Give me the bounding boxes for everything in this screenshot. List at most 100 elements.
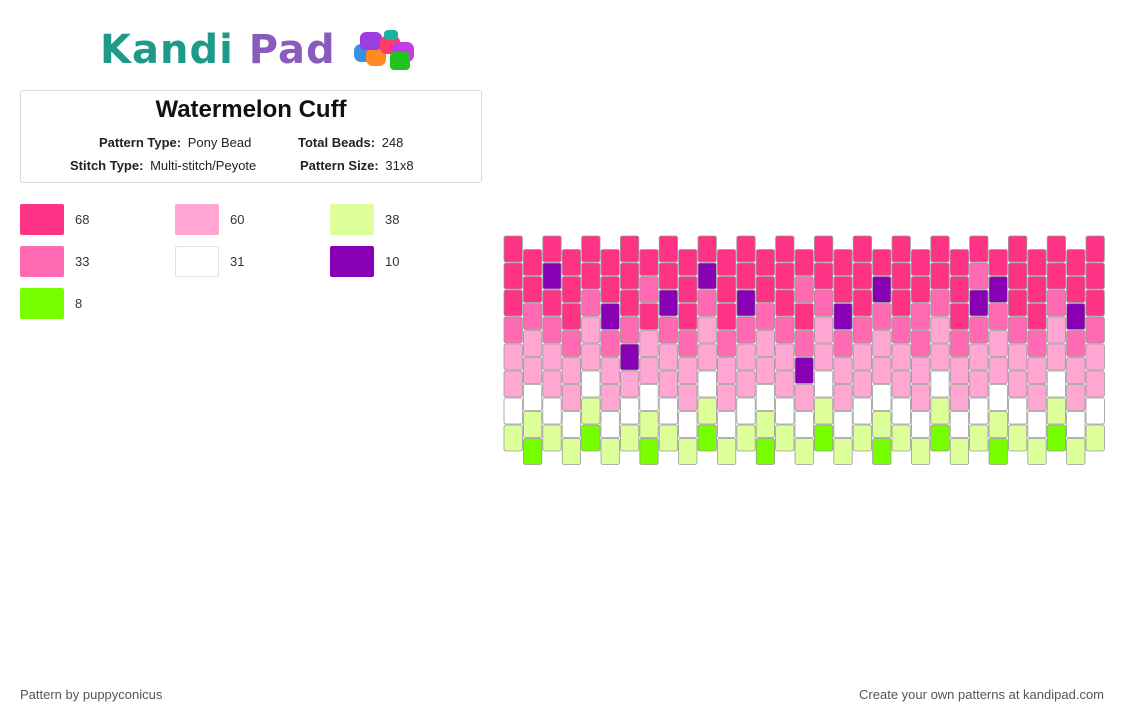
bead [1085,343,1105,371]
bead [581,370,601,398]
bead [852,316,873,344]
bead [852,262,873,290]
bead [852,343,873,371]
bead [833,249,853,276]
bead [949,438,970,465]
bead [852,370,873,398]
bead [949,303,970,330]
bead [600,411,620,438]
bead [852,397,873,425]
kandipad-logo[interactable]: Kandi Pad [100,22,424,78]
bead [736,289,756,317]
bead [716,357,737,384]
bead [755,384,776,411]
legend-item: 38 [330,203,399,235]
bead [891,262,911,290]
bead [891,424,911,452]
bead-count: 60 [230,211,245,227]
bead [581,397,601,425]
bead [891,370,911,398]
bead [697,262,717,290]
bead [736,397,756,425]
bead [755,357,776,384]
bead [813,316,834,344]
bead [755,303,776,330]
bead [522,330,543,357]
bead [872,384,892,411]
bead [561,384,582,411]
bead [930,343,950,371]
bead [561,249,582,276]
bead [697,343,717,371]
bead [775,262,795,290]
bead [561,438,582,465]
bead [1046,262,1067,290]
stitch-type-value: Multi-stitch/Peyote [150,158,257,173]
bead [949,384,970,411]
bead [813,289,834,317]
bead [775,289,795,317]
bead [755,249,776,276]
bead [716,411,737,438]
bead [1027,276,1047,303]
bead [1066,411,1086,438]
bead [1007,397,1028,425]
bead [658,397,678,425]
bead [542,262,562,290]
bead [1027,384,1047,411]
bead [620,397,640,425]
bead [639,249,659,276]
bead [678,438,698,465]
bead [620,424,640,452]
bead [658,316,678,344]
bead [639,303,659,330]
bead [910,330,931,357]
bead [813,235,834,263]
bead [503,289,523,317]
bead [716,276,737,303]
bead [775,424,795,452]
bead [581,424,601,452]
bead [503,235,523,263]
bead [697,424,717,452]
bead [891,343,911,371]
bead [794,357,814,384]
bead [1066,357,1086,384]
bead [988,276,1008,303]
bead [1046,370,1067,398]
bead [988,357,1008,384]
bead [949,276,970,303]
bead [658,262,678,290]
bead [969,343,989,371]
kandipad-link[interactable]: Create your own patterns at kandipad.com [859,687,1104,702]
legend-item: 10 [330,245,399,277]
bead [522,303,543,330]
bead [852,424,873,452]
bead [755,276,776,303]
bead [775,235,795,263]
bead [522,411,543,438]
bead [775,343,795,371]
bead [736,424,756,452]
bead [1066,276,1086,303]
bead [697,397,717,425]
bead [561,276,582,303]
bead [988,249,1008,276]
bead [949,330,970,357]
bead-count: 8 [75,295,83,311]
bead [794,330,814,357]
bead [542,424,562,452]
legend-item: 60 [175,203,244,235]
bead [813,370,834,398]
bead [833,438,853,465]
bead [910,384,931,411]
bead [561,411,582,438]
bead [910,249,931,276]
bead [794,438,814,465]
bead [503,316,523,344]
bead [969,262,989,290]
bead [736,370,756,398]
bead [678,249,698,276]
bead [969,424,989,452]
color-swatch [330,203,374,235]
